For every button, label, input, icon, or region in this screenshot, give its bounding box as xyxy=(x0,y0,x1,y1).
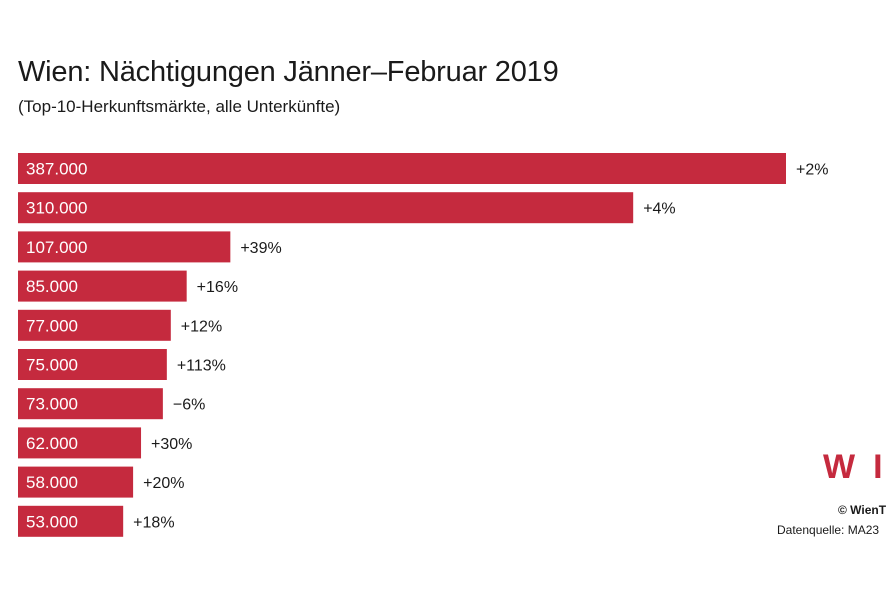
bar-change-label: +12% xyxy=(181,318,222,335)
bar-change-label: +18% xyxy=(133,514,174,531)
bar-change-label: +4% xyxy=(643,201,675,218)
bar-value-label: 53.000 xyxy=(26,512,78,531)
bar-change-label: +16% xyxy=(197,279,238,296)
bar-4 xyxy=(18,270,187,302)
bar-value-label: 107.000 xyxy=(26,238,87,257)
bar-change-label: +2% xyxy=(796,162,828,179)
bar-change-label: +113% xyxy=(177,358,226,375)
bar-change-label: +30% xyxy=(151,436,192,453)
bar-change-label: +39% xyxy=(240,240,281,257)
bar-change-label: −6% xyxy=(173,397,205,414)
bar-1 xyxy=(18,153,786,184)
bar-value-label: 85.000 xyxy=(26,277,78,296)
bar-value-label: 73.000 xyxy=(26,395,78,414)
bar-value-label: 75.000 xyxy=(26,356,78,375)
bar-value-label: 77.000 xyxy=(26,316,78,335)
chart-title: Wien: Nächtigungen Jänner–Februar 2019 xyxy=(18,56,559,88)
bar-8 xyxy=(18,427,142,459)
bar-5 xyxy=(18,309,171,341)
data-source-note: Datenquelle: MA23 xyxy=(777,523,880,537)
bar-value-label: 62.000 xyxy=(26,434,78,453)
bar-change-label: +20% xyxy=(143,475,184,492)
bar-6 xyxy=(18,349,167,380)
bar-value-label: 58.000 xyxy=(26,473,78,492)
bar-2 xyxy=(18,192,634,224)
bar-9 xyxy=(18,466,134,498)
bar-value-label: 310.000 xyxy=(26,199,87,218)
chart-subtitle: (Top-10-Herkunftsmärkte, alle Unterkünft… xyxy=(18,97,341,116)
bar-3 xyxy=(18,231,231,263)
bar-value-label: 387.000 xyxy=(26,160,87,179)
copyright-note: © WienT xyxy=(838,503,887,517)
wien-tourismus-logo: WI xyxy=(823,448,894,486)
bar-10 xyxy=(18,505,124,537)
bar-7 xyxy=(18,388,163,420)
